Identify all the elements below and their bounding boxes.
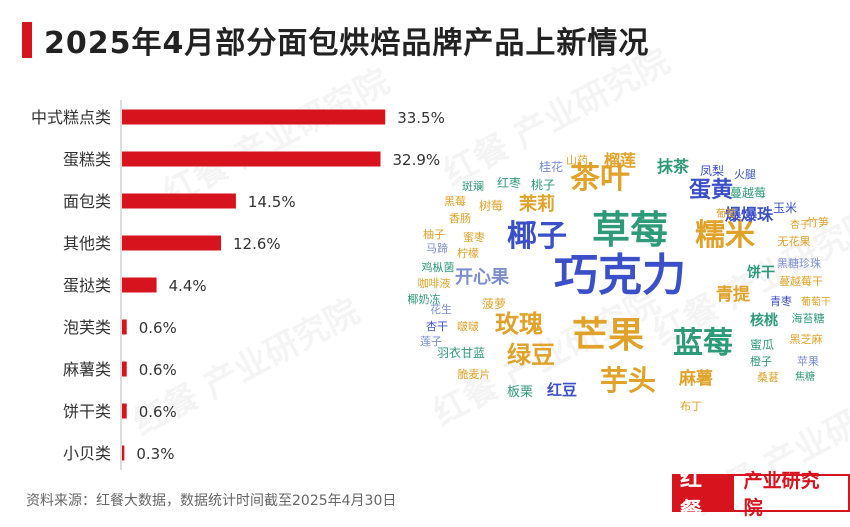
- value-label: 4.4%: [169, 277, 207, 295]
- word-cloud-term: 莲子: [420, 335, 442, 348]
- word-cloud-term: 椰奶冻: [408, 292, 441, 306]
- word-cloud-term: 橙子: [750, 354, 772, 368]
- word-cloud-term: 火腿: [734, 168, 756, 181]
- word-cloud-term: 核桃: [750, 312, 778, 329]
- word-cloud-term: 羽衣甘蓝: [437, 345, 485, 360]
- bar: [122, 277, 157, 293]
- word-cloud-term: 香肠: [449, 212, 471, 225]
- brand-logo: 红餐 产业研究院: [672, 467, 850, 524]
- word-cloud-term: 黑莓: [444, 195, 466, 208]
- word-cloud-term: 菠萝: [482, 297, 506, 311]
- source-note: 资料来源：红餐大数据，数据统计时间截至2025年4月30日: [26, 493, 397, 509]
- category-label: 面包类: [63, 192, 111, 211]
- word-cloud-term: 桂花: [539, 159, 563, 174]
- value-label: 32.9%: [393, 151, 441, 169]
- word-cloud-term: 桃子: [531, 177, 555, 192]
- word-cloud-term: 麻薯: [678, 368, 713, 389]
- category-label: 小贝类: [63, 444, 111, 463]
- word-cloud-term: 斑斓: [462, 179, 484, 193]
- page-title: 2025年4月部分面包烘焙品牌产品上新情况: [44, 26, 650, 61]
- word-cloud-term: 椰子: [507, 219, 567, 254]
- bar: [122, 109, 386, 125]
- word-cloud-term: 蜜瓜: [750, 337, 774, 352]
- word-cloud-term: 柠檬: [457, 246, 479, 260]
- value-label: 12.6%: [233, 235, 281, 253]
- word-cloud-term: 糯米: [695, 218, 755, 253]
- word-cloud-term: 咖啡液: [418, 276, 451, 290]
- word-cloud-term: 红枣: [497, 175, 521, 190]
- word-cloud-term: 啵啵: [457, 319, 479, 333]
- word-cloud-term: 树莓: [479, 198, 503, 213]
- word-cloud-term: 蔓越莓: [730, 186, 766, 200]
- word-cloud-term: 花生: [430, 302, 452, 316]
- word-cloud-term: 黑芝麻: [790, 332, 823, 346]
- value-label: 0.3%: [136, 445, 174, 463]
- word-cloud-term: 板栗: [507, 385, 533, 400]
- word-cloud-term: 脆麦片: [458, 367, 491, 381]
- word-cloud-term: 开心果: [455, 267, 510, 288]
- bar: [122, 445, 125, 461]
- word-cloud-term: 葡萄干: [801, 295, 831, 308]
- word-cloud-term: 芋头: [600, 364, 656, 397]
- category-label: 中式糕点类: [31, 108, 111, 127]
- category-label: 饼干类: [63, 402, 111, 421]
- word-cloud-term: 蛋黄: [689, 178, 733, 203]
- bar: [122, 235, 221, 251]
- word-cloud-term: 抹茶: [657, 157, 690, 176]
- brand-logo-text: 产业研究院: [733, 470, 850, 519]
- word-cloud-term: 榴莲: [604, 151, 636, 170]
- brand-logo-mark: 红餐: [672, 467, 734, 524]
- word-cloud-term: 红豆: [547, 381, 577, 399]
- bar: [122, 403, 127, 419]
- word-cloud-term: 茉莉: [519, 193, 555, 215]
- bar: [122, 193, 236, 209]
- word-cloud-term: 无花果: [778, 235, 811, 248]
- word-cloud-term: 玫瑰: [495, 310, 543, 338]
- value-label: 14.5%: [248, 193, 296, 211]
- bar: [122, 361, 127, 377]
- word-cloud-term: 芒果: [572, 315, 644, 356]
- word-cloud-term: 草莓: [592, 208, 668, 252]
- word-cloud-term: 焦糖: [795, 370, 815, 383]
- word-cloud-term: 蔓越莓干: [779, 274, 823, 288]
- word-cloud-term: 竹笋: [807, 215, 829, 229]
- category-label: 泡芙类: [63, 318, 111, 337]
- title-accent-bar: [22, 22, 32, 58]
- value-label: 0.6%: [139, 361, 177, 379]
- word-cloud-term: 葡萄: [716, 207, 736, 220]
- word-cloud-term: 青提: [716, 284, 751, 305]
- word-cloud-term: 饼干: [747, 264, 775, 281]
- value-label: 33.5%: [397, 109, 445, 127]
- word-cloud-term: 桑葚: [757, 371, 779, 384]
- word-cloud-term: 巧克力: [554, 250, 686, 301]
- word-cloud-term: 杏干: [426, 320, 448, 333]
- word-cloud-term: 绿豆: [507, 341, 555, 369]
- value-label: 0.6%: [139, 403, 177, 421]
- category-label: 蛋挞类: [63, 276, 111, 295]
- word-cloud-term: 布丁: [680, 400, 702, 413]
- word-cloud-term: 蓝莓: [673, 326, 733, 361]
- word-cloud-term: 海苔糖: [792, 311, 825, 325]
- category-label: 麻薯类: [63, 360, 111, 379]
- word-cloud-term: 山药: [566, 154, 588, 167]
- word-cloud-term: 茶叶: [570, 161, 630, 196]
- word-cloud-term: 鸡枞菌: [422, 260, 455, 274]
- value-label: 0.6%: [139, 319, 177, 337]
- word-cloud-term: 黑糖珍珠: [777, 256, 821, 270]
- category-label: 其他类: [63, 234, 111, 253]
- word-cloud-term: 苹果: [797, 354, 819, 368]
- word-cloud-term: 凤梨: [700, 164, 724, 178]
- category-label: 蛋糕类: [63, 150, 111, 169]
- bar: [122, 151, 381, 167]
- word-cloud-term: 马蹄: [426, 241, 448, 255]
- bar: [122, 319, 127, 335]
- word-cloud-term: 柚子: [423, 227, 445, 241]
- word-cloud-term: 爆爆珠: [725, 205, 774, 224]
- word-cloud-term: 蜜枣: [463, 230, 485, 244]
- word-cloud-term: 玉米: [773, 201, 797, 215]
- word-cloud-term: 青枣: [770, 295, 792, 308]
- word-cloud-term: 杏子: [790, 218, 810, 231]
